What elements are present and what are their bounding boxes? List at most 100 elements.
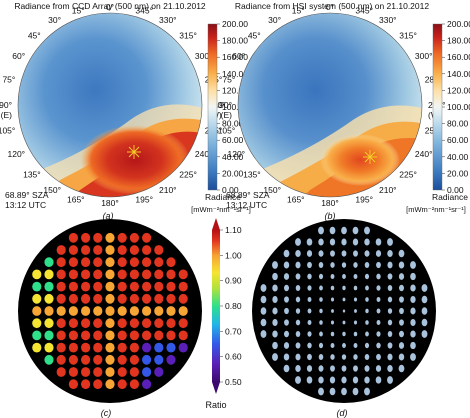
ratio-dot [117, 354, 127, 365]
ratio-dot [68, 269, 78, 280]
ratio-dot [117, 293, 127, 304]
sun-marker-b [363, 150, 377, 164]
ratio-dot [154, 245, 164, 255]
colorbar-tick-label: 0.90 [225, 276, 242, 286]
azimuth-label: 345° [355, 5, 373, 15]
ratio-dot [142, 293, 152, 304]
hsi-dot [318, 238, 324, 246]
colorbar-tick-label: 40.00 [222, 152, 244, 162]
hsi-dot [353, 342, 358, 349]
colorbar-b: 0.00 20.00 40.00 60.00 80.00 100.00 120.00 140.… [406, 19, 470, 214]
colorbar-tick-label: 200.00 [222, 19, 248, 29]
ratio-dot [32, 281, 42, 292]
ratio-dot [56, 281, 66, 292]
ratio-dot [117, 318, 127, 329]
hsi-dot [295, 376, 301, 384]
azimuth-label: 315° [399, 31, 417, 41]
hsi-dot [283, 364, 290, 373]
hsi-dot [330, 285, 335, 291]
colorbar-a: 0.00 20.00 40.00 60.00 80.00 100.00 120.00 140.… [191, 19, 251, 214]
ratio-dot [105, 257, 115, 268]
hsi-dot [387, 308, 393, 314]
ratio-dot [93, 293, 103, 304]
hsi-dot [283, 261, 290, 269]
hsi-dot [318, 387, 324, 396]
ratio-dot [154, 342, 164, 353]
ratio-dot [166, 354, 176, 365]
hsi-dot [410, 261, 416, 269]
colorbar-tick-label: 160.00 [447, 52, 470, 62]
ratio-dot [68, 281, 78, 292]
ratio-dot [81, 318, 91, 329]
hsi-dot [376, 319, 381, 326]
hsi-dot [421, 295, 428, 304]
hsi-dot [307, 319, 312, 326]
ratio-dot [154, 269, 164, 280]
ratio-dot [154, 257, 164, 268]
ratio-dot [129, 342, 139, 353]
hsi-dot [399, 284, 404, 292]
ratio-dot [32, 306, 42, 316]
ratio-dot [93, 232, 103, 243]
colorbar-tick-label: 40.00 [447, 152, 469, 162]
sza-label-b: 68.89° SZA [226, 190, 270, 200]
hsi-dot [284, 330, 289, 338]
hsi-dot [342, 297, 346, 302]
ratio-dot [129, 257, 139, 268]
hsi-dot [375, 376, 382, 384]
azimuth-label: 15° [72, 5, 85, 15]
hsi-dot [365, 308, 369, 314]
ratio-dot [56, 293, 66, 304]
hsi-dot [295, 273, 301, 280]
ratio-dot [105, 379, 115, 390]
azimuth-label: 195° [355, 195, 373, 205]
colorbar-tick-label: 140.00 [222, 69, 248, 79]
hsi-dot [272, 353, 278, 361]
ratio-dot [56, 269, 66, 280]
sun-marker-a [127, 145, 141, 159]
hsi-dot [272, 272, 278, 281]
hsi-dot [319, 320, 323, 325]
hsi-dot [421, 330, 428, 338]
colorbar-tick-label: 0.50 [225, 377, 242, 387]
hsi-dot [295, 331, 301, 337]
hsi-dot [399, 296, 404, 303]
hsi-dot [376, 331, 381, 337]
hsi-dot [353, 250, 358, 257]
hsi-dot [353, 320, 358, 325]
ratio-dot [44, 269, 54, 280]
hsi-dot [352, 387, 359, 396]
azimuth-label: 240° [415, 149, 433, 159]
hsi-dot [365, 331, 369, 337]
ratio-dot [68, 367, 78, 377]
ratio-dot [81, 342, 91, 353]
ratio-dot [56, 354, 66, 365]
azimuth-label: 330° [159, 15, 177, 25]
colorbar-tick-label: 180.00 [222, 36, 248, 46]
hsi-dot [307, 296, 312, 303]
hsi-dot [341, 376, 347, 384]
ratio-dot [129, 306, 139, 316]
hsi-dot [306, 365, 313, 372]
hsi-dot [387, 319, 393, 326]
hsi-dot [376, 342, 381, 349]
hsi-dot [364, 365, 370, 372]
ratio-dot [68, 379, 78, 390]
hsi-dot [376, 308, 381, 314]
hsi-dot [398, 249, 405, 258]
ratio-dot [105, 367, 115, 377]
colorbar-tick-label: 20.00 [447, 168, 469, 178]
azimuth-label: 210° [159, 185, 177, 195]
colorbar-tick-label: 100.00 [447, 102, 470, 112]
ratio-dot [117, 269, 127, 280]
ratio-dot [154, 354, 164, 365]
hsi-dot [295, 342, 301, 349]
hsi-dot [376, 296, 381, 303]
hsi-dot [342, 331, 346, 337]
ratio-dot [93, 342, 103, 353]
colorbar-tick-label: 80.00 [222, 119, 244, 129]
hsi-dot [365, 285, 369, 291]
ratio-dot [81, 367, 91, 377]
ratio-dot [81, 306, 91, 316]
hsi-dot [398, 342, 405, 349]
